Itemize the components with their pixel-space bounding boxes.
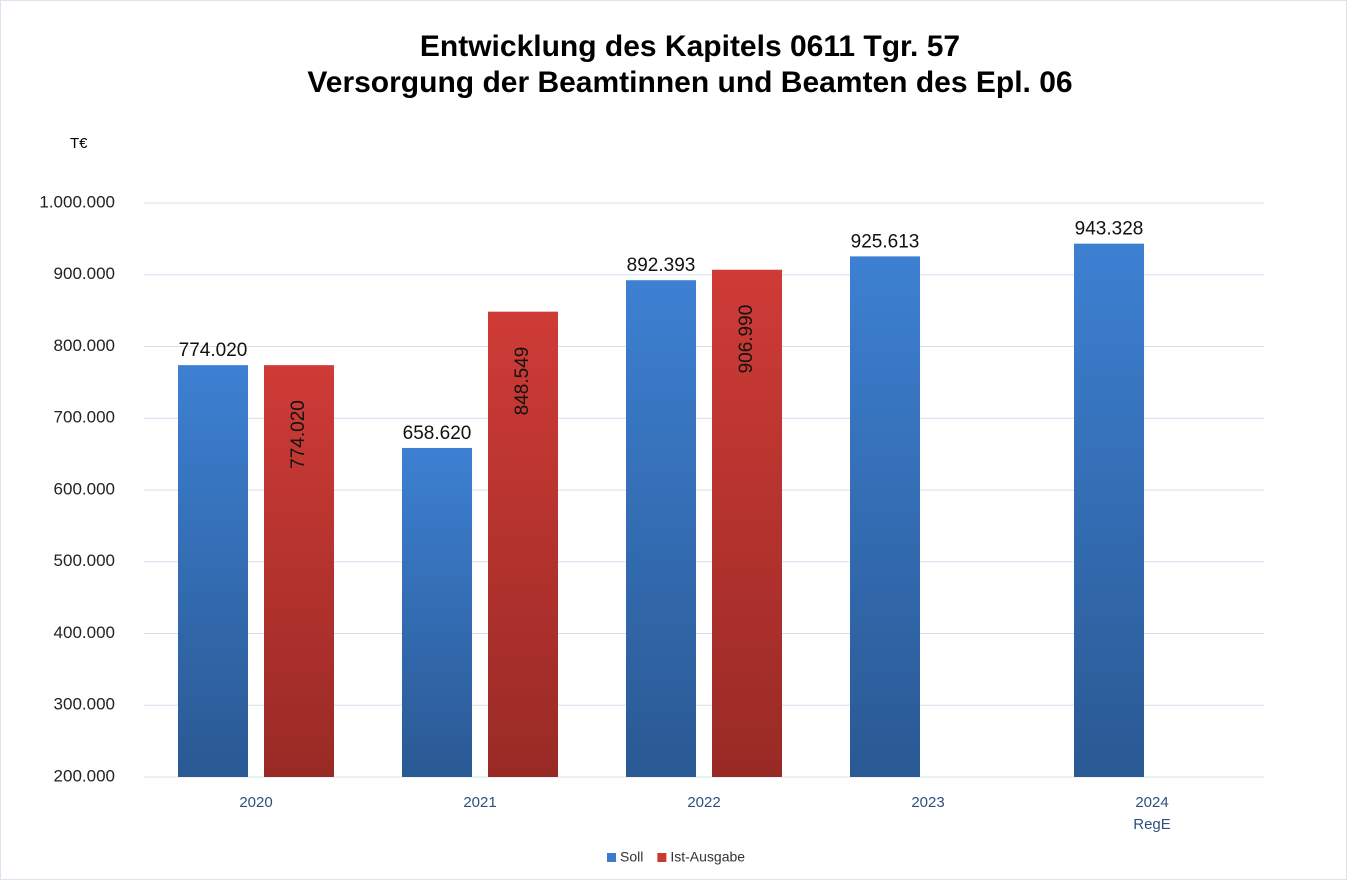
bar bbox=[712, 269, 782, 777]
bar bbox=[402, 447, 472, 777]
bar bbox=[850, 256, 920, 777]
data-label: 925.613 bbox=[851, 231, 920, 252]
y-tick-label: 1.000.000 bbox=[39, 192, 115, 211]
y-tick-label: 900.000 bbox=[54, 264, 115, 283]
legend-label: Soll bbox=[620, 849, 643, 865]
data-label: 848.549 bbox=[512, 347, 533, 416]
x-tick-label: 2023 bbox=[911, 794, 944, 811]
data-label: 658.620 bbox=[403, 423, 472, 444]
data-label: 892.393 bbox=[627, 255, 696, 276]
data-label: 906.990 bbox=[736, 305, 757, 374]
x-tick-label: 2021 bbox=[463, 794, 496, 811]
bar bbox=[1074, 243, 1144, 777]
bar bbox=[488, 311, 558, 777]
y-tick-label: 300.000 bbox=[54, 695, 115, 714]
bar bbox=[626, 280, 696, 777]
legend-label: Ist-Ausgabe bbox=[670, 849, 745, 865]
x-tick-label: 2022 bbox=[687, 794, 720, 811]
y-tick-label: 500.000 bbox=[54, 551, 115, 570]
data-label: 943.328 bbox=[1075, 219, 1144, 240]
chart-title: Entwicklung des Kapitels 0611 Tgr. 57 Ver… bbox=[307, 30, 1072, 99]
x-tick-label: 2024 RegE bbox=[1133, 794, 1171, 833]
x-tick-label: 2020 bbox=[239, 794, 272, 811]
y-tick-label: 200.000 bbox=[54, 766, 115, 785]
y-axis-label: T€ bbox=[70, 135, 88, 152]
y-tick-label: 700.000 bbox=[54, 408, 115, 427]
data-label: 774.020 bbox=[179, 340, 248, 361]
y-tick-label: 800.000 bbox=[54, 336, 115, 355]
bar bbox=[178, 365, 248, 777]
legend-swatch bbox=[607, 853, 616, 862]
bar bbox=[264, 365, 334, 777]
data-label: 774.020 bbox=[288, 400, 309, 469]
y-tick-label: 600.000 bbox=[54, 479, 115, 498]
legend-swatch bbox=[657, 853, 667, 862]
y-tick-label: 400.000 bbox=[54, 623, 115, 642]
